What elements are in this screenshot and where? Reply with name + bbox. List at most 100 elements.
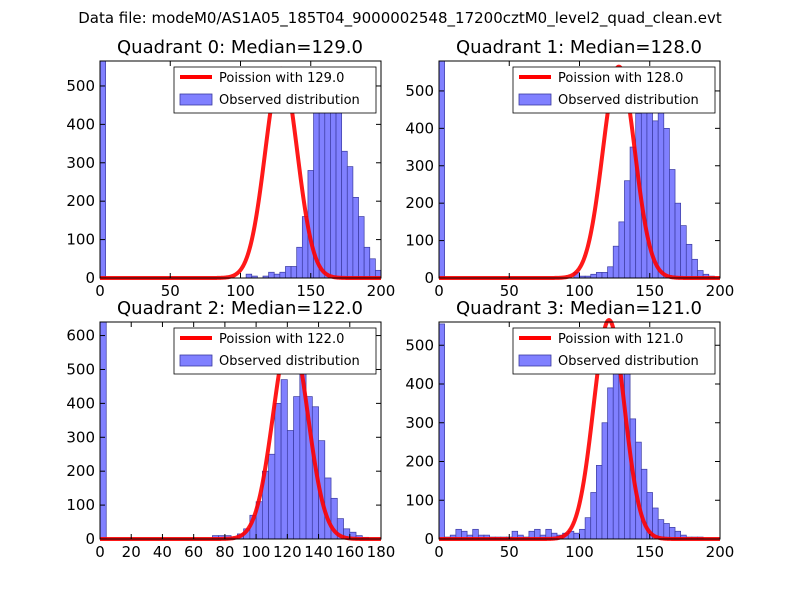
histogram-bar: [612, 364, 620, 540]
y-tick-label: 100: [405, 491, 434, 509]
panel-3-legend-line-label: Poission with 121.0: [558, 332, 683, 347]
histogram-bar: [573, 532, 580, 540]
panel-3-legend: Poission with 121.0 Observed distributio…: [512, 327, 716, 375]
histogram-bar: [296, 246, 303, 279]
x-tick-label: 150: [635, 543, 664, 561]
histogram-bar: [293, 396, 301, 540]
histogram-bar: [657, 90, 665, 279]
y-tick-label: 0: [85, 530, 95, 548]
y-tick-label: 400: [405, 375, 434, 393]
histogram-bar: [352, 196, 359, 279]
histogram-bar: [341, 150, 348, 279]
y-tick-label: 100: [405, 232, 434, 250]
y-tick-label: 500: [405, 82, 434, 100]
histogram-bar: [290, 266, 298, 279]
panel-2-legend-bar-label: Observed distribution: [219, 354, 360, 369]
y-tick-label: 200: [405, 453, 434, 471]
x-tick-label: 200: [706, 543, 735, 561]
x-tick-label: 0: [95, 282, 105, 300]
x-tick-label: 20: [122, 543, 141, 561]
histogram-bar: [99, 60, 106, 279]
histogram-bar: [438, 60, 445, 279]
panel-2-legend-line-label: Poission with 122.0: [219, 332, 344, 347]
y-tick-label: 300: [66, 154, 95, 172]
histogram-bar: [590, 492, 597, 540]
histogram-bar: [358, 216, 365, 279]
panel-2-legend: Poission with 122.0 Observed distributio…: [173, 327, 377, 375]
panel-quadrant-0: Quadrant 0: Median=129.0 0 50 100 150 200 0 10…: [66, 37, 395, 300]
histogram-bar: [363, 246, 371, 279]
histogram-bar: [669, 169, 676, 279]
y-tick-label: 200: [66, 192, 95, 210]
panel-quadrant-2: Quadrant 2: Median=122.0 0 20 40 60 80 100 120…: [66, 298, 395, 561]
panel-0-legend-bar-label: Observed distribution: [219, 93, 360, 108]
panel-3-legend-bar-label: Observed distribution: [558, 354, 699, 369]
histogram-bar: [285, 266, 292, 279]
panel-2-frame: [99, 321, 382, 540]
x-tick-label: 100: [226, 282, 255, 300]
x-tick-label: 100: [565, 282, 594, 300]
x-tick-label: 120: [273, 543, 302, 561]
panel-0-legend-line-label: Poission with 129.0: [219, 71, 344, 86]
histogram-bar: [346, 166, 354, 279]
histogram-bar: [268, 453, 276, 540]
x-tick-label: 0: [95, 543, 105, 561]
panel-2-plot: 0 20 40 60 80 100 120 140 160 1800100200300400500…: [66, 321, 395, 561]
x-tick-label: 140: [304, 543, 333, 561]
x-tick-label: 160: [335, 543, 364, 561]
x-tick-label: 150: [635, 282, 664, 300]
x-tick-label: 80: [215, 543, 234, 561]
histogram-bar: [268, 271, 275, 279]
histogram-bar: [601, 422, 608, 540]
histogram-bar: [618, 221, 625, 279]
y-tick-label: 500: [405, 336, 434, 354]
y-tick-label: 400: [405, 119, 434, 137]
histogram-bar: [607, 266, 614, 279]
x-tick-label: 150: [296, 282, 325, 300]
histogram-bar: [612, 245, 620, 279]
panel-1-bars: [438, 60, 715, 279]
histogram-bar: [579, 528, 586, 540]
histogram-bar: [584, 517, 592, 540]
y-tick-label: 0: [85, 269, 95, 287]
histogram-bar: [596, 272, 603, 279]
y-tick-label: 0: [424, 269, 434, 287]
x-tick-label: 50: [500, 282, 519, 300]
panel-3-legend-bar-swatch: [518, 354, 552, 367]
panel-3-title: Quadrant 3: Median=121.0: [456, 298, 702, 319]
y-tick-label: 0: [424, 530, 434, 548]
histogram-bar: [280, 379, 288, 540]
histogram-bar: [324, 85, 331, 279]
x-tick-label: 50: [161, 282, 180, 300]
x-tick-label: 0: [434, 543, 444, 561]
y-tick-label: 300: [66, 428, 95, 446]
x-tick-label: 40: [153, 543, 172, 561]
panel-1-legend-bar-label: Observed distribution: [558, 93, 699, 108]
x-tick-label: 100: [565, 543, 594, 561]
panel-1-legend-line-label: Poission with 128.0: [558, 71, 683, 86]
y-tick-label: 500: [66, 77, 95, 95]
panel-3-plot: 0 50 100 150 200 0 100 200 300 400 500: [405, 318, 735, 561]
x-tick-label: 50: [500, 543, 519, 561]
histogram-bar: [607, 387, 614, 540]
figure-suptitle: Data file: modeM0/AS1A05_185T04_90000025…: [78, 9, 722, 28]
histogram-bar: [245, 273, 253, 279]
y-tick-label: 500: [66, 360, 95, 378]
histogram-bar: [273, 273, 281, 279]
y-tick-label: 200: [66, 462, 95, 480]
y-tick-label: 100: [66, 231, 95, 249]
panel-1-legend: Poission with 128.0 Observed distributio…: [512, 66, 716, 114]
y-tick-label: 200: [405, 194, 434, 212]
panel-2-legend-bar-swatch: [179, 354, 213, 367]
histogram-bar: [624, 180, 631, 279]
histogram-bar: [279, 271, 286, 279]
histogram-bar: [274, 403, 282, 540]
panel-2-title: Quadrant 2: Median=122.0: [117, 298, 363, 319]
histogram-bar: [335, 108, 343, 279]
y-tick-label: 300: [405, 414, 434, 432]
histogram-bar: [691, 258, 698, 279]
x-tick-label: 60: [184, 543, 203, 561]
x-tick-label: 200: [367, 282, 396, 300]
panel-1-title: Quadrant 1: Median=128.0: [456, 37, 702, 58]
x-tick-label: 0: [434, 282, 444, 300]
